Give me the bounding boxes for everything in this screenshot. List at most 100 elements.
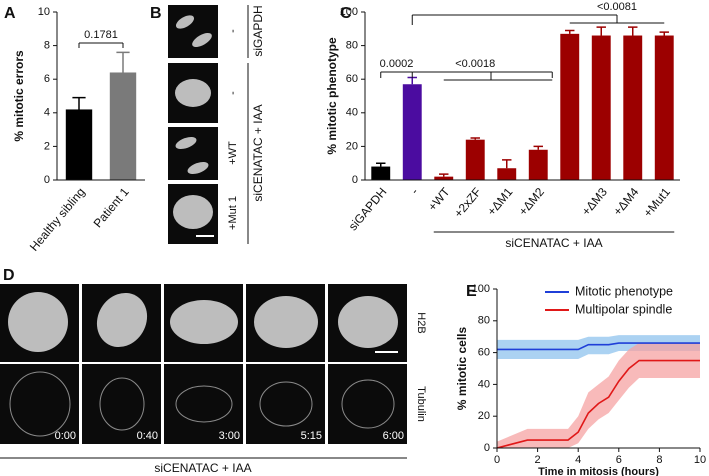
micrograph [164, 364, 243, 444]
panel-d-images [0, 284, 407, 459]
x-tick-label: 2 [535, 454, 541, 466]
x-tick-label: +WT [425, 184, 453, 213]
timestamp: 0:00 [55, 430, 76, 442]
y-tick-label: 80 [346, 40, 358, 52]
y-tick-label: 10 [38, 6, 50, 18]
error-bar [659, 31, 669, 36]
y-tick-label: 60 [478, 347, 490, 359]
bar [623, 35, 643, 180]
row-label: +WT [227, 141, 239, 165]
group-label: siCENATAC + IAA [251, 104, 265, 201]
bar [402, 84, 422, 180]
p-value: 0.1781 [84, 29, 118, 41]
row-label: - [227, 29, 239, 33]
panel-label: E [466, 283, 477, 300]
p-value: 0.0002 [380, 58, 414, 70]
micrograph [82, 364, 161, 444]
panel-label: D [3, 267, 15, 284]
x-tick-label: Healthy sibling [27, 185, 88, 254]
bar [528, 149, 548, 180]
panel-label: B [150, 5, 162, 22]
x-axis-label: siCENATAC + IAA [505, 236, 602, 250]
y-axis-label: % mitotic cells [455, 327, 469, 411]
error-bar [628, 26, 638, 36]
error-bar [439, 173, 449, 177]
y-tick-label: 40 [346, 107, 358, 119]
panel-label: A [4, 5, 16, 22]
x-tick-label: 8 [656, 454, 662, 466]
y-axis-label: % mitotic phenotype [325, 37, 339, 155]
y-tick-label: 20 [478, 410, 490, 422]
x-tick-label: - [408, 185, 421, 197]
bar [560, 33, 580, 181]
x-tick-label: 0 [494, 454, 500, 466]
bar [65, 109, 93, 180]
micrograph [168, 5, 218, 58]
error-bar [502, 159, 512, 169]
micrograph [0, 364, 79, 444]
y-tick-label: 0 [44, 174, 50, 186]
y-tick-label: 80 [478, 315, 490, 327]
bar [591, 35, 611, 180]
x-tick-label: +ΔM4 [610, 185, 641, 219]
y-tick-label: 0 [484, 442, 490, 454]
panel-label: C [340, 5, 352, 22]
error-bar [116, 51, 130, 73]
group-label: siGAPDH [251, 5, 265, 56]
x-tick-label: 6 [616, 454, 622, 466]
bar [497, 168, 517, 180]
condition-label: siCENATAC + IAA [154, 461, 251, 475]
p-value: <0.0018 [455, 58, 495, 70]
x-tick-label: +Mut1 [641, 185, 674, 220]
y-tick-label: 6 [44, 73, 50, 85]
series-line [497, 342, 700, 351]
y-tick-label: 4 [44, 107, 50, 119]
bar [371, 166, 391, 180]
x-tick-label: +ΔM3 [579, 185, 610, 219]
error-bar [376, 162, 386, 167]
bar [654, 35, 674, 180]
y-tick-label: 20 [346, 140, 358, 152]
confidence-band [497, 343, 700, 448]
timestamp: 6:00 [383, 430, 404, 442]
timestamp: 0:40 [137, 430, 158, 442]
x-axis-label: Time in mitosis (hours) [538, 466, 659, 476]
y-axis-label: % mitotic errors [12, 50, 26, 142]
timestamp: 3:00 [219, 430, 240, 442]
legend-label: Mitotic phenotype [575, 284, 673, 298]
x-tick-label: 4 [575, 454, 581, 466]
bar [434, 176, 454, 180]
error-bar [72, 96, 86, 110]
p-value: <0.0081 [597, 1, 637, 13]
y-tick-label: 100 [472, 283, 490, 295]
y-tick-label: 8 [44, 40, 50, 52]
y-tick-label: 100 [340, 6, 358, 18]
timestamp: 5:15 [301, 430, 322, 442]
y-tick-label: 60 [346, 73, 358, 85]
row-label: - [227, 91, 239, 95]
channel-label: Tubulin [415, 386, 427, 422]
channel-label: H2B [415, 312, 427, 333]
error-bar [565, 29, 575, 34]
x-tick-label: Patient 1 [91, 185, 132, 231]
bar [465, 139, 485, 180]
x-tick-label: siGAPDH [346, 185, 390, 233]
x-tick-label: +ΔM1 [484, 185, 515, 219]
error-bar [596, 26, 606, 36]
bar [109, 72, 137, 180]
y-tick-label: 0 [352, 174, 358, 186]
error-bar [470, 137, 480, 140]
confidence-band [497, 335, 700, 359]
y-tick-label: 2 [44, 140, 50, 152]
error-bar [407, 76, 417, 85]
row-label: +Mut 1 [227, 196, 239, 230]
series-line [496, 359, 700, 449]
x-tick-label: +ΔM2 [516, 185, 547, 219]
legend-label: Multipolar spindle [575, 302, 672, 316]
x-tick-label: 10 [694, 454, 706, 466]
y-tick-label: 40 [478, 378, 490, 390]
error-bar [533, 145, 543, 150]
x-tick-label: +2xZF [451, 185, 484, 220]
panel-b-images [168, 5, 249, 244]
